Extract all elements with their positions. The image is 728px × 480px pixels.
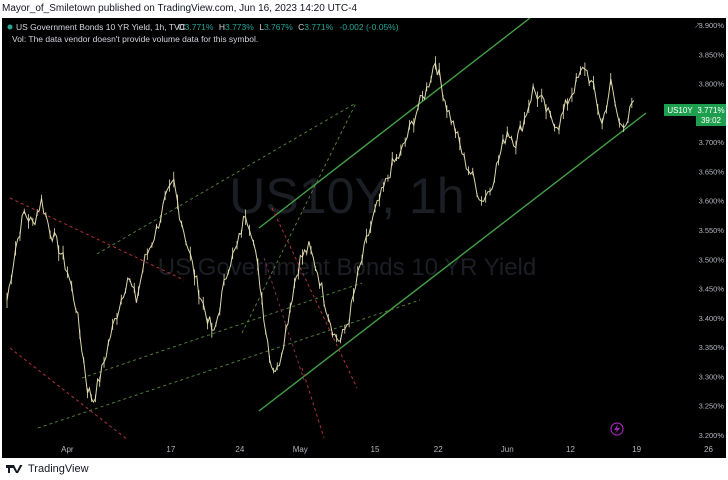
y-tick-label: 3.200% — [699, 431, 725, 440]
y-tick-label: 3.450% — [699, 285, 725, 294]
time-axis[interactable]: Apr 17 24 May 15 22 Jun 12 19 26 — [2, 440, 726, 458]
lightning-icon-ring — [610, 422, 624, 436]
price-chart[interactable]: US10Y, 1h US Government Bonds 10 YR Yiel… — [2, 18, 726, 458]
y-tick-label: 3.600% — [699, 197, 725, 206]
x-tick-label: 24 — [235, 445, 244, 454]
x-tick-label: 19 — [632, 445, 641, 454]
y-tick-label: 3.350% — [699, 343, 725, 352]
channel-lower-line[interactable] — [258, 112, 647, 412]
y-tick-label: 3.800% — [699, 80, 725, 89]
ohlc-low-label: L — [259, 22, 264, 32]
tradingview-logo[interactable]: TradingView — [6, 463, 89, 475]
last-price-bg — [696, 104, 726, 126]
y-tick-label: 3.850% — [699, 50, 725, 59]
y-tick-label: 3.300% — [699, 372, 725, 381]
old-channel-mid[interactable] — [96, 102, 357, 255]
price-series — [6, 56, 635, 404]
symbol-title: US Government Bonds 10 YR Yield, 1h, TVC — [16, 22, 186, 32]
y-tick-label: 3.500% — [699, 255, 725, 264]
x-tick-label: May — [293, 445, 308, 454]
y-tick-label: 3.550% — [699, 226, 725, 235]
x-tick-label: 12 — [566, 445, 575, 454]
x-tick-label: Apr — [61, 445, 74, 454]
y-tick-label: 3.900% — [699, 21, 725, 30]
x-tick-label: Jun — [501, 445, 514, 454]
ohlc-open-value: 3.771% — [185, 22, 214, 32]
ohlc-close-value: 3.771% — [304, 22, 333, 32]
price-axis-bg — [694, 18, 726, 458]
symbol-tag: US10Y — [667, 106, 693, 115]
x-tick-label: 22 — [434, 445, 443, 454]
price-axis[interactable]: 3.200% 3.250% 3.300% 3.350% 3.400% 3.450% 3.50… — [694, 18, 726, 458]
time-axis-bg — [2, 440, 726, 458]
red-dashed-upper[interactable] — [9, 197, 185, 281]
volume-note: Vol: The data vendor doesn't provide vol… — [12, 34, 258, 44]
tradingview-logo-icon — [6, 465, 23, 473]
ohlc-open-label: O — [178, 22, 185, 32]
watermark-ticker: US10Y, 1h — [229, 168, 464, 224]
x-tick-label: 15 — [371, 445, 380, 454]
symbol-header: US Government Bonds 10 YR Yield, 1h, TVC… — [7, 22, 399, 44]
watermark-name: US Government Bonds 10 YR Yield — [158, 254, 536, 281]
last-price-value: 3.771% — [697, 106, 724, 115]
bar-countdown: 39:02 — [701, 116, 722, 125]
ohlc-high-value: 3.773% — [225, 22, 254, 32]
channel-upper-line[interactable] — [258, 18, 531, 229]
lower-dashed-line[interactable] — [81, 282, 363, 379]
x-tick-label: 26 — [704, 445, 713, 454]
price-change: -0.002 (-0.05%) — [340, 22, 399, 32]
y-tick-label: 3.400% — [699, 314, 725, 323]
ohlc-high-label: H — [219, 22, 225, 32]
footer: TradingView — [0, 458, 728, 480]
ohlc-values: O3.771% H3.773% L3.767% C3.771% -0.002 (… — [178, 22, 399, 32]
tv-axis-logo-glyph: ↗ — [694, 21, 701, 30]
y-tick-label: 3.650% — [699, 167, 725, 176]
old-channel-lower[interactable] — [37, 299, 421, 429]
ohlc-low-value: 3.767% — [264, 22, 293, 32]
red-dashed-lower[interactable] — [9, 347, 129, 441]
chart-background — [2, 18, 726, 458]
lightning-icon-bolt — [614, 424, 620, 434]
y-tick-label: 3.250% — [699, 402, 725, 411]
y-tick-label: 3.700% — [699, 138, 725, 147]
chart-area[interactable]: US10Y, 1h US Government Bonds 10 YR Yiel… — [2, 18, 726, 458]
lightning-icon[interactable] — [610, 422, 624, 436]
publisher-line: Mayor_of_Smiletown published on TradingV… — [2, 3, 358, 14]
trend-drawings[interactable] — [9, 18, 647, 441]
red-dashed-drop[interactable] — [301, 367, 325, 439]
market-status-icon — [7, 24, 13, 30]
last-price-tag: US10Y 3.771% 39:02 — [664, 104, 726, 126]
x-tick-label: 17 — [166, 445, 175, 454]
tradingview-brand: TradingView — [28, 463, 89, 475]
symbol-tag-bg — [664, 104, 696, 116]
ohlc-close-label: C — [298, 22, 304, 32]
tv-axis-logo: ↗ — [694, 21, 701, 30]
